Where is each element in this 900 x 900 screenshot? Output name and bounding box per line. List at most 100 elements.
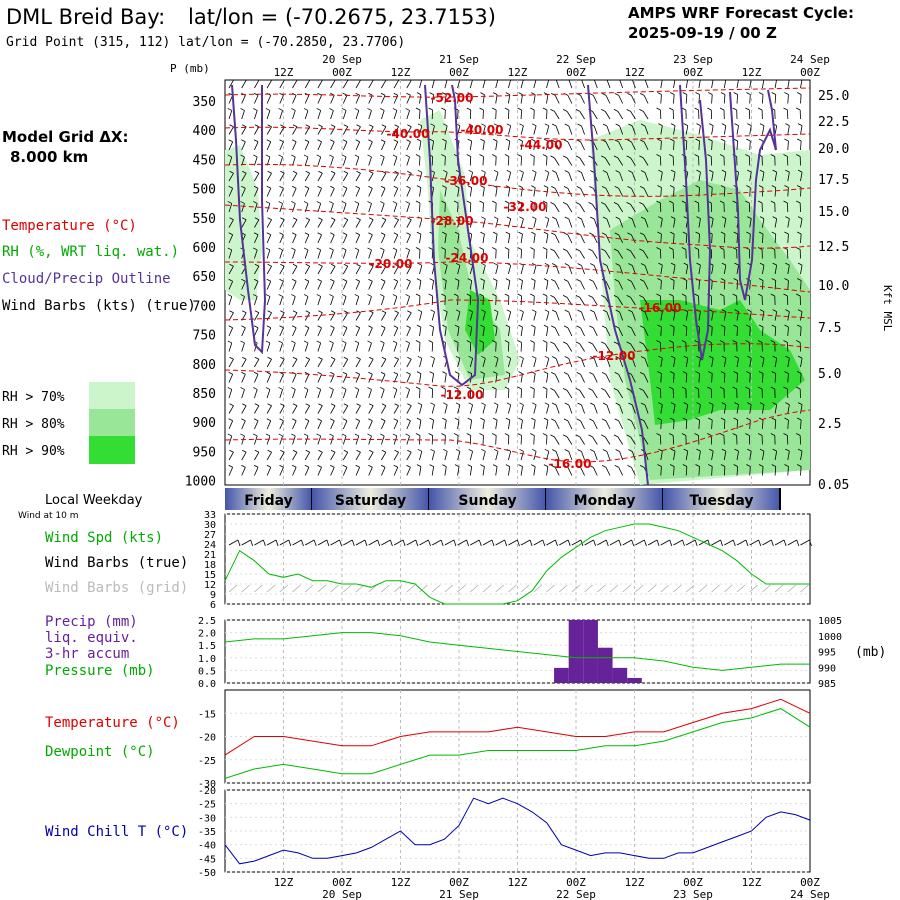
wind-barb: [546, 358, 550, 368]
wind-barb-flag: [627, 325, 632, 329]
wind-barb-flag: [628, 309, 633, 313]
wind-barb-flag: [317, 232, 322, 236]
wind-barb-flag: [504, 340, 510, 343]
wind-barb: [546, 141, 549, 151]
wind-barb: [381, 435, 385, 445]
wind-barb: [292, 188, 297, 197]
wind-barb: [317, 435, 322, 445]
wind-barb-flag: [329, 108, 334, 111]
wind-barb: [736, 265, 739, 275]
wind-barb: [617, 157, 624, 166]
wind-barb: [673, 80, 676, 89]
wind-barb-flag: [265, 201, 271, 204]
wind-barb-flag: [590, 402, 595, 406]
wind-barb: [241, 95, 246, 104]
wind-barb: [355, 327, 361, 337]
wind-barb-flag: [265, 387, 271, 390]
wind-barb-flag: [695, 417, 700, 421]
wind-barb-flag: [253, 418, 259, 422]
wind-barb-flag: [550, 248, 555, 252]
wind-barb-flag: [491, 247, 497, 250]
wind-barb-flag: [656, 340, 661, 343]
wind-barb-flag: [468, 355, 473, 359]
wind-barb-flag: [797, 123, 803, 126]
wind-barb-flag: [784, 231, 789, 235]
wind-barb-flag: [329, 294, 334, 297]
wind-barb-flag: [368, 325, 373, 329]
wind-barb-flag: [562, 155, 568, 159]
wind-barb-flag: [405, 201, 410, 204]
wind-barb: [566, 204, 573, 213]
windchill-tick: -50: [198, 868, 216, 879]
wind-barb-flag: [720, 278, 726, 281]
wind-barb: [317, 359, 323, 368]
wind-barb: [381, 467, 386, 476]
wind-barb-flag: [784, 464, 789, 467]
wind-barb: [292, 95, 297, 104]
wind-barb-flag: [466, 340, 471, 343]
wind-barb: [546, 80, 550, 89]
wind-barb: [605, 420, 611, 430]
wind-barb-flag: [392, 154, 398, 158]
wind-barb: [419, 218, 423, 228]
isotherm-20: [225, 261, 810, 293]
weekday-cell: [546, 488, 663, 510]
wind-barb-flag: [707, 386, 712, 390]
wind-barb-flag: [759, 448, 765, 452]
wind-barb-flag: [241, 371, 246, 375]
bottom-hour-label: 00Z: [566, 876, 586, 889]
wind-barb: [723, 311, 727, 321]
wind-barb: [317, 173, 323, 182]
wind-barb: [317, 389, 322, 399]
wind-barb-flag: [601, 388, 606, 391]
wind-barb-flag: [603, 78, 607, 80]
wind-barb-flag: [240, 154, 245, 158]
wind-barb: [406, 249, 410, 259]
wind-barb-flag: [797, 216, 803, 219]
wind-barb: [292, 296, 296, 306]
wind-barb: [304, 389, 309, 399]
wind-barb: [254, 249, 258, 259]
wind-barb: [368, 435, 372, 445]
wind-barb: [482, 234, 485, 244]
wind-barb-flag: [443, 77, 447, 79]
wind-barb: [266, 141, 272, 151]
wind-barb-flag: [681, 200, 687, 204]
kft-tick: 12.5: [818, 240, 849, 255]
wind-barb: [774, 125, 778, 135]
wind-barb-flag: [576, 279, 581, 282]
wind-barb: [393, 389, 398, 399]
wind-barb-true: [228, 539, 239, 546]
wind-barb-flag: [771, 92, 776, 95]
wind-barb-flag: [394, 403, 399, 407]
wind-barb: [800, 233, 802, 244]
wind-barb-flag: [392, 387, 398, 390]
wind-barb-flag: [254, 356, 260, 360]
wind-barb-flag: [429, 417, 434, 421]
wind-barb-flag: [493, 402, 499, 406]
wind-barb-flag: [254, 403, 260, 407]
wind-barb: [568, 218, 573, 228]
wind-barb: [279, 234, 284, 244]
wind-barb-flag: [747, 123, 752, 126]
windchill-label: Wind Chill T (°C): [45, 824, 188, 840]
wind-barb-flag: [519, 123, 524, 127]
pressure-mb-tick: 1005: [818, 616, 842, 627]
wind-barb-flag: [658, 123, 663, 126]
wind-barb: [355, 374, 361, 383]
wind-barb: [508, 420, 511, 430]
weekday-label: Tuesday: [690, 493, 754, 509]
wind-barb: [368, 327, 373, 337]
wind-barb-flag: [796, 107, 801, 111]
wind-barb-flag: [708, 123, 714, 126]
wind-barb: [685, 125, 689, 135]
legend-cloud: Cloud/Precip Outline: [2, 271, 171, 287]
wind-barb-flag: [380, 464, 386, 468]
wind-barb-flag: [317, 418, 322, 422]
wind-barb: [533, 172, 537, 182]
wind-barb-flag: [341, 154, 347, 158]
wind-barb-flag: [491, 107, 497, 111]
wind-barb-flag: [417, 309, 423, 313]
wind-barb: [406, 359, 412, 368]
